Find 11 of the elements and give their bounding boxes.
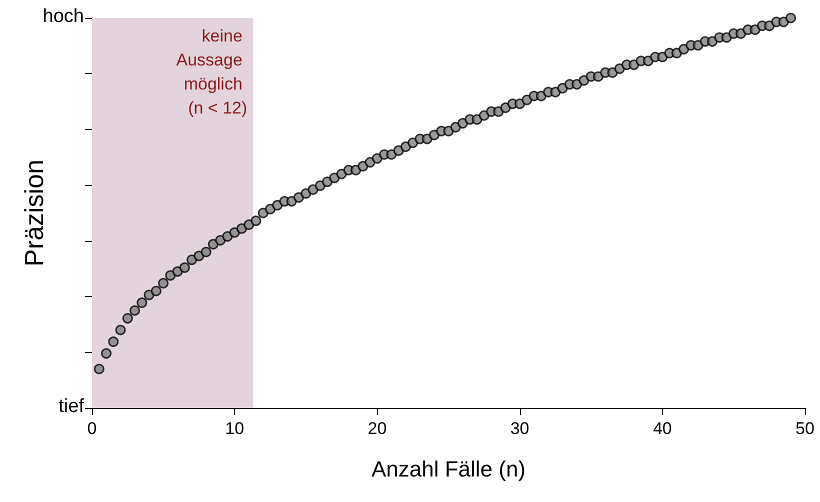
x-tick-label: 0 [87, 419, 97, 438]
x-axis-title: Anzahl Fälle (n) [371, 456, 526, 482]
text: tief [58, 396, 85, 417]
x-tick-label: 50 [796, 419, 814, 438]
y-axis-title: Präzision [19, 160, 49, 266]
band-label: keine Aussage möglich (n < 12) [176, 26, 248, 118]
x-tick-label: 30 [510, 419, 530, 438]
x-tick-label: 20 [368, 419, 387, 438]
text: hoch [42, 6, 84, 27]
x-tick-label: 40 [652, 419, 672, 438]
x-tick-label: 10 [225, 419, 244, 438]
